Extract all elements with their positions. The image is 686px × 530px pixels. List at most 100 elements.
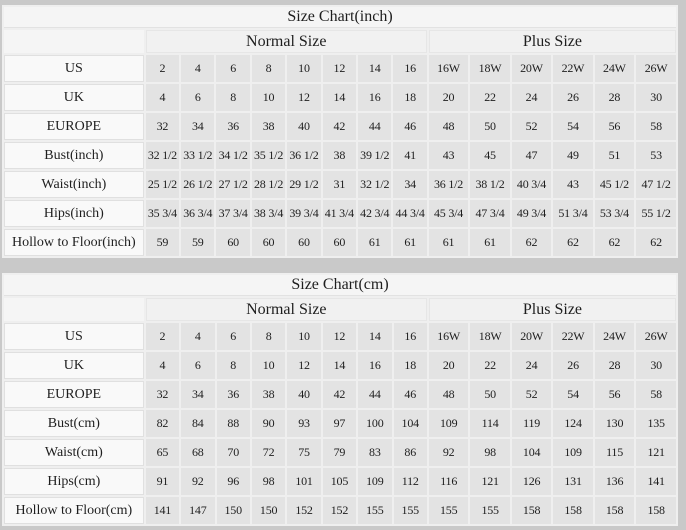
size-cell: 32 bbox=[145, 113, 180, 140]
size-cell: 42 bbox=[322, 113, 357, 140]
size-cell: 49 bbox=[553, 142, 593, 169]
size-cell: 4 bbox=[181, 323, 215, 350]
size-cell: 6 bbox=[181, 352, 215, 379]
size-cell: 70 bbox=[216, 439, 250, 466]
row-label: Bust(cm) bbox=[4, 410, 144, 437]
size-cell: 26 1/2 bbox=[181, 171, 215, 198]
size-cell: 6 bbox=[216, 55, 250, 82]
size-cell: 116 bbox=[428, 468, 469, 495]
size-cell: 51 bbox=[594, 142, 635, 169]
size-cell: 43 bbox=[428, 142, 469, 169]
size-cell: 90 bbox=[251, 410, 286, 437]
table-row: US 2 4 6 8 10 12 14 16 16W 18W 20W 22W 24W 26W bbox=[4, 55, 676, 82]
size-cell: 158 bbox=[553, 497, 593, 524]
size-cell: 109 bbox=[428, 410, 469, 437]
size-cell: 42 3/4 bbox=[358, 200, 392, 227]
size-cell: 10 bbox=[251, 84, 286, 111]
size-cell: 45 3/4 bbox=[428, 200, 469, 227]
table-title-row: Size Chart(cm) bbox=[4, 275, 676, 296]
size-cell: 10 bbox=[251, 352, 286, 379]
size-cell: 55 1/2 bbox=[636, 200, 676, 227]
size-cell: 158 bbox=[594, 497, 635, 524]
size-cell: 155 bbox=[428, 497, 469, 524]
row-label: Hips(cm) bbox=[4, 468, 144, 495]
table-row: Waist(cm) 65 68 70 72 75 79 83 86 92 98 104 109 115 12… bbox=[4, 439, 676, 466]
size-cell: 44 3/4 bbox=[393, 200, 427, 227]
corner-cell bbox=[4, 298, 144, 321]
size-cell: 152 bbox=[322, 497, 357, 524]
size-cell: 150 bbox=[251, 497, 286, 524]
size-cell: 46 bbox=[393, 113, 427, 140]
size-cell: 48 bbox=[428, 381, 469, 408]
row-label: Bust(inch) bbox=[4, 142, 144, 169]
size-chart-inch-table: Size Chart(inch) Normal Size Plus Size US 2 4… bbox=[2, 5, 678, 258]
size-cell: 6 bbox=[216, 323, 250, 350]
size-cell: 155 bbox=[358, 497, 392, 524]
corner-cell bbox=[4, 30, 144, 53]
size-cell: 34 bbox=[393, 171, 427, 198]
size-cell: 96 bbox=[216, 468, 250, 495]
size-cell: 59 bbox=[145, 229, 180, 256]
size-cell: 18 bbox=[393, 352, 427, 379]
size-cell: 26W bbox=[636, 55, 676, 82]
size-cell: 61 bbox=[393, 229, 427, 256]
size-cell: 47 1/2 bbox=[636, 171, 676, 198]
size-cell: 14 bbox=[358, 55, 392, 82]
size-cell: 28 bbox=[594, 352, 635, 379]
size-cell: 38 1/2 bbox=[470, 171, 510, 198]
size-cell: 40 bbox=[287, 381, 321, 408]
size-cell: 93 bbox=[287, 410, 321, 437]
size-cell: 42 bbox=[322, 381, 357, 408]
size-cell: 16 bbox=[393, 55, 427, 82]
table-title: Size Chart(cm) bbox=[4, 275, 676, 296]
table-row: EUROPE 32 34 36 38 40 42 44 46 48 50 52 54 56 58 bbox=[4, 113, 676, 140]
size-cell: 54 bbox=[553, 113, 593, 140]
size-cell: 41 bbox=[393, 142, 427, 169]
size-cell: 115 bbox=[594, 439, 635, 466]
table-row: Hips(inch) 35 3/4 36 3/4 37 3/4 38 3/4 39 3/4… bbox=[4, 200, 676, 227]
size-cell: 52 bbox=[511, 381, 552, 408]
size-cell: 22W bbox=[553, 55, 593, 82]
size-cell: 22W bbox=[553, 323, 593, 350]
size-cell: 10 bbox=[287, 55, 321, 82]
size-cell: 16 bbox=[393, 323, 427, 350]
size-cell: 22 bbox=[470, 352, 510, 379]
table-row: Bust(inch) 32 1/2 33 1/2 34 1/2 35 1/2 36 1/2… bbox=[4, 142, 676, 169]
size-cell: 109 bbox=[553, 439, 593, 466]
size-cell: 35 1/2 bbox=[251, 142, 286, 169]
table-row: Waist(inch) 25 1/2 26 1/2 27 1/2 28 1/2 29 1/… bbox=[4, 171, 676, 198]
size-cell: 141 bbox=[145, 497, 180, 524]
size-cell: 59 bbox=[181, 229, 215, 256]
size-cell: 2 bbox=[145, 55, 180, 82]
size-cell: 36 bbox=[216, 381, 250, 408]
size-cell: 126 bbox=[511, 468, 552, 495]
size-cell: 52 bbox=[511, 113, 552, 140]
size-cell: 38 bbox=[251, 113, 286, 140]
size-chart-cm-table: Size Chart(cm) Normal Size Plus Size US 2 4 6 8… bbox=[2, 273, 678, 526]
size-cell: 28 1/2 bbox=[251, 171, 286, 198]
plus-size-header: Plus Size bbox=[428, 30, 676, 53]
size-cell: 97 bbox=[322, 410, 357, 437]
table-row: US 2 4 6 8 10 12 14 16 16W 18W 20W 22W 24W 26W bbox=[4, 323, 676, 350]
size-cell: 135 bbox=[636, 410, 676, 437]
size-cell: 60 bbox=[287, 229, 321, 256]
size-cell: 26W bbox=[636, 323, 676, 350]
size-cell: 50 bbox=[470, 113, 510, 140]
size-cell: 38 3/4 bbox=[251, 200, 286, 227]
size-cell: 26 bbox=[553, 84, 593, 111]
row-label: Hips(inch) bbox=[4, 200, 144, 227]
size-cell: 4 bbox=[181, 55, 215, 82]
row-label: EUROPE bbox=[4, 381, 144, 408]
size-cell: 136 bbox=[594, 468, 635, 495]
size-cell: 40 bbox=[287, 113, 321, 140]
size-cell: 121 bbox=[470, 468, 510, 495]
row-label: UK bbox=[4, 84, 144, 111]
size-cell: 60 bbox=[216, 229, 250, 256]
size-cell: 100 bbox=[358, 410, 392, 437]
size-cell: 50 bbox=[470, 381, 510, 408]
size-cell: 37 3/4 bbox=[216, 200, 250, 227]
size-cell: 44 bbox=[358, 113, 392, 140]
size-cell: 61 bbox=[428, 229, 469, 256]
size-cell: 8 bbox=[251, 323, 286, 350]
table-row: Bust(cm) 82 84 88 90 93 97 100 104 109 114 119 124 13… bbox=[4, 410, 676, 437]
